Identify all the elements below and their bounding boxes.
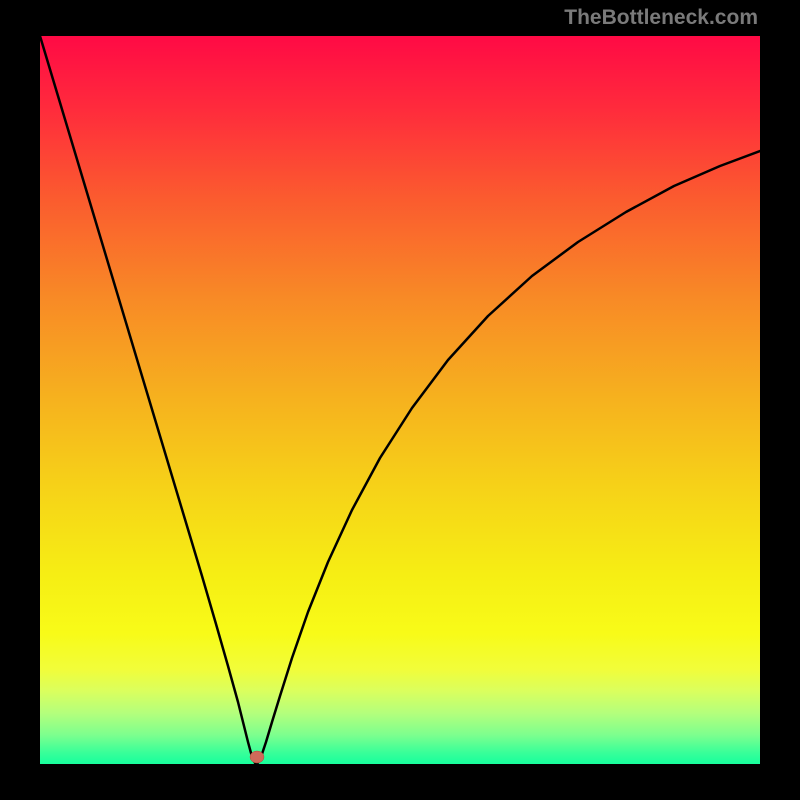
chart-container: TheBottleneck.com [0,0,800,800]
minimum-marker [250,751,264,763]
watermark-text: TheBottleneck.com [564,6,758,30]
curve-svg [40,36,760,764]
plot-area [40,36,760,764]
bottleneck-curve [40,36,760,764]
